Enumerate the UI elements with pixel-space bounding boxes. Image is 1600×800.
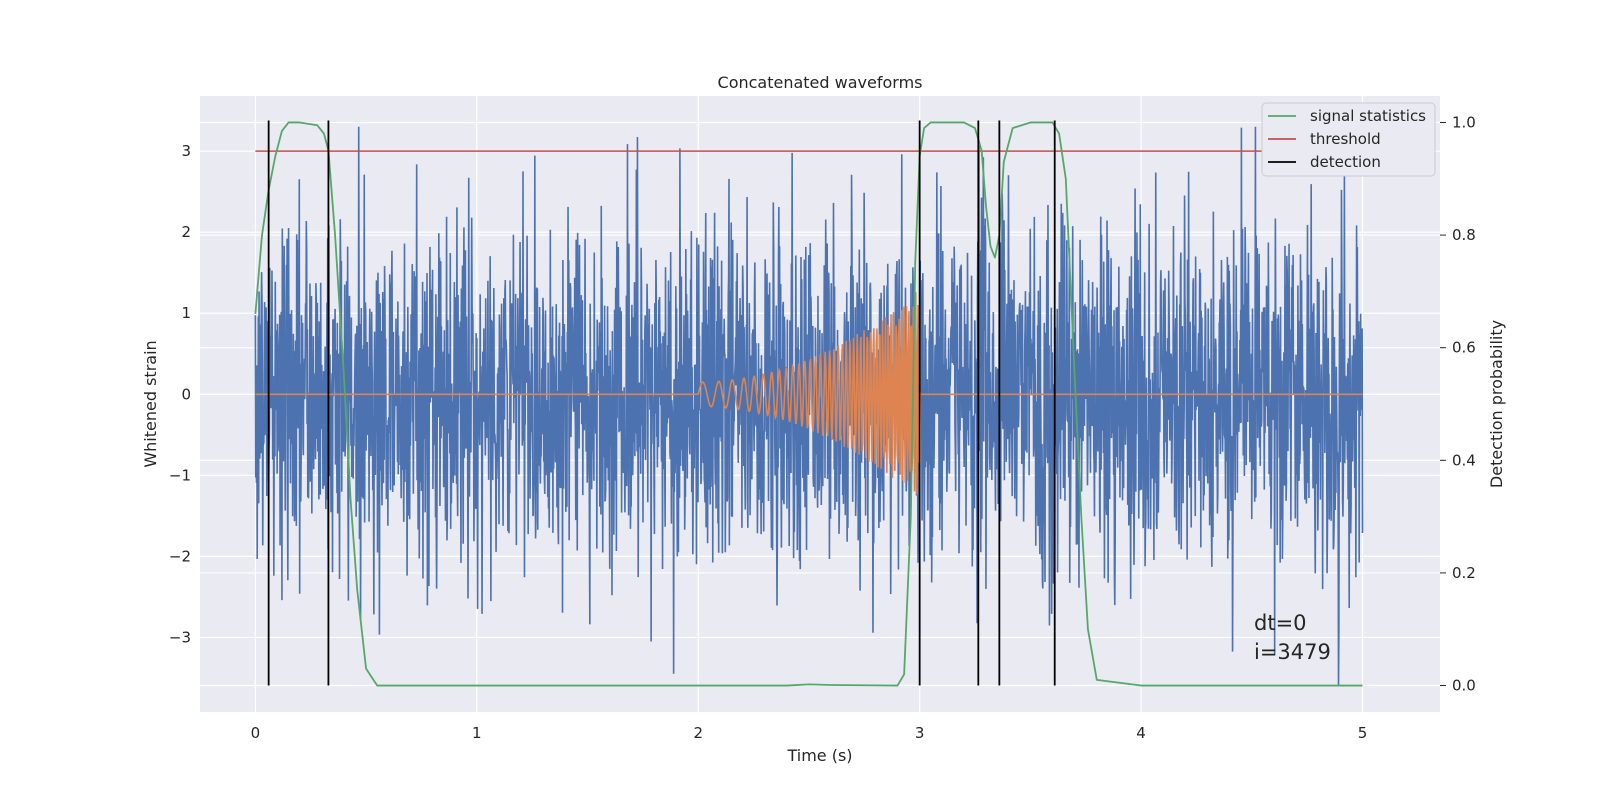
legend-label-threshold: threshold xyxy=(1310,130,1381,148)
y2-tick-label: 0.4 xyxy=(1452,451,1476,469)
annotation-dt: dt=0 xyxy=(1254,611,1307,635)
y-tick-label: 2 xyxy=(181,223,191,241)
y2-tick-label: 0.6 xyxy=(1452,339,1476,357)
y2-tick-label: 0.0 xyxy=(1452,677,1476,695)
x-tick-label: 5 xyxy=(1358,724,1368,742)
y2-tick-label: 0.8 xyxy=(1452,226,1476,244)
signal-statistics-line xyxy=(254,121,1363,687)
legend-label-signal-statistics: signal statistics xyxy=(1310,107,1426,125)
x-tick-label: 3 xyxy=(915,724,925,742)
y-tick-label: 0 xyxy=(181,385,191,403)
y-tick-label: 1 xyxy=(181,304,191,322)
x-tick-label: 0 xyxy=(251,724,261,742)
x-tick-label: 2 xyxy=(693,724,703,742)
y2-axis-label: Detection probability xyxy=(1487,320,1506,488)
y2-tick-label: 1.0 xyxy=(1452,113,1476,131)
y-tick-label: 3 xyxy=(181,142,191,160)
chart-title: Concatenated waveforms xyxy=(718,73,923,92)
x-tick-label: 1 xyxy=(472,724,482,742)
legend: signal statistics threshold detection xyxy=(1261,102,1436,177)
template-trace xyxy=(255,292,1363,495)
x-axis-label: Time (s) xyxy=(786,746,852,765)
y-tick-label: −1 xyxy=(169,466,191,484)
annotation-index: i=3479 xyxy=(1254,640,1331,664)
y-tick-label: −3 xyxy=(169,628,191,646)
plot-layer xyxy=(254,120,1364,687)
y2-tick-label: 0.2 xyxy=(1452,564,1476,582)
y-axis-label: Whitened strain xyxy=(141,340,160,467)
y-tick-label: −2 xyxy=(169,547,191,565)
legend-label-detection: detection xyxy=(1310,153,1381,171)
legend-box xyxy=(1261,102,1436,177)
ticks: 0 1 2 3 4 5 −3 −2 −1 0 1 2 3 0.0 0.2 0.4 0.6 0.8 1.0 xyxy=(169,113,1476,742)
x-tick-label: 4 xyxy=(1136,724,1146,742)
strain-trace xyxy=(254,126,1364,687)
